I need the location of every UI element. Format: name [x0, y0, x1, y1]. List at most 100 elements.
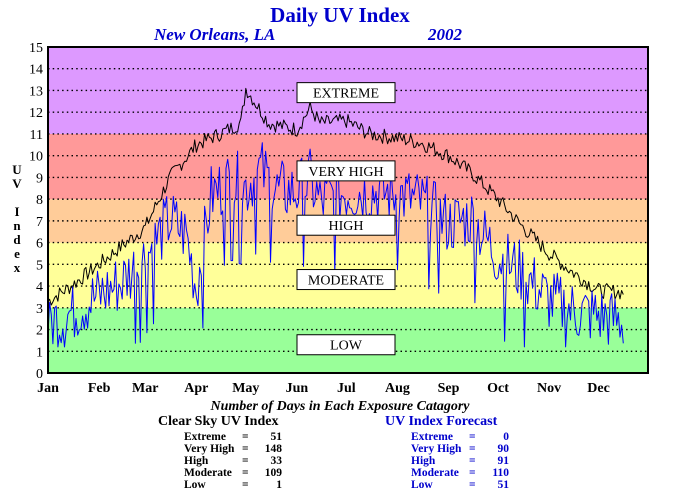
- chart-title: Daily UV Index: [270, 3, 410, 27]
- clear-sky-title: Clear Sky UV Index: [158, 414, 279, 429]
- x-tick-label: Sep: [438, 381, 460, 396]
- stats-equals: =: [242, 455, 249, 467]
- x-tick-label: Jul: [337, 381, 356, 396]
- stats-equals: =: [242, 443, 249, 455]
- band-label-box: [296, 214, 396, 236]
- stats-row: Very High = 148: [184, 443, 282, 455]
- y-tick-label: 12: [29, 106, 43, 121]
- stats-label: Moderate: [184, 467, 232, 479]
- y-axis-label-char: [10, 191, 24, 205]
- y-axis-label: U V I n d e x: [10, 163, 24, 275]
- y-tick-label: 15: [29, 41, 43, 56]
- y-axis-label-char: V: [12, 176, 22, 191]
- stats-row: Very High = 90: [411, 443, 509, 455]
- stats-equals: =: [242, 479, 249, 491]
- stats-value: 51: [270, 431, 283, 443]
- stats-label: Low: [411, 479, 433, 491]
- stats-row: Moderate = 109: [184, 467, 282, 479]
- band-label-moderate: MODERATE: [296, 269, 396, 291]
- band-label-text: EXTREME: [313, 87, 379, 102]
- stats-equals: =: [242, 467, 249, 479]
- stats-row: Low = 1: [184, 479, 282, 491]
- y-tick-label: 4: [36, 280, 43, 295]
- y-tick-label: 3: [36, 302, 43, 317]
- stats-value: 110: [492, 467, 509, 479]
- y-tick-label: 1: [36, 345, 43, 360]
- y-tick-label: 8: [36, 193, 43, 208]
- x-tick-label: Oct: [487, 381, 509, 396]
- x-tick-label: Nov: [537, 381, 561, 396]
- stats-equals: =: [469, 443, 476, 455]
- stats-value: 90: [497, 443, 510, 455]
- x-tick-label: Aug: [385, 381, 410, 396]
- x-tick-label: Apr: [184, 381, 208, 396]
- band-label-box: [296, 82, 396, 104]
- x-tick-label: Mar: [132, 381, 158, 396]
- stats-label: Extreme: [411, 431, 453, 443]
- stats-row: Low = 51: [411, 479, 509, 491]
- clear-sky-stats: Clear Sky UV Index Extreme = 51 Very High =…: [158, 414, 282, 491]
- stats-row: High = 91: [411, 455, 509, 467]
- stats-equals: =: [242, 431, 249, 443]
- forecast-title: UV Index Forecast: [385, 414, 498, 429]
- x-tick-label: Dec: [587, 381, 610, 396]
- y-tick-label: 2: [36, 324, 43, 339]
- y-axis-label-char: x: [13, 260, 21, 275]
- y-tick-label: 9: [36, 171, 43, 186]
- stats-label: Low: [184, 479, 206, 491]
- x-tick-label: May: [232, 381, 259, 396]
- y-axis-label-char: e: [14, 246, 20, 261]
- stats-value: 148: [264, 443, 282, 455]
- stats-row: High = 33: [184, 455, 282, 467]
- y-tick-label: 6: [36, 237, 43, 252]
- y-tick-label: 10: [29, 150, 43, 165]
- x-tick-label: Jun: [286, 381, 309, 396]
- stats-equals: =: [469, 455, 476, 467]
- clear-sky-table: Extreme = 51 Very High = 148 High = 33 Moderat…: [184, 431, 282, 491]
- stats-row: Extreme = 51: [184, 431, 282, 443]
- forecast-stats: UV Index Forecast Extreme = 0 Very High = 90…: [385, 414, 509, 491]
- stats-label: Extreme: [184, 431, 226, 443]
- stats-label: High: [184, 455, 209, 467]
- band-label-text: LOW: [330, 339, 363, 354]
- stats-value: 91: [497, 455, 510, 467]
- year-label: 2002: [428, 25, 462, 44]
- stats-value: 0: [503, 431, 509, 443]
- stats-equals: =: [469, 467, 476, 479]
- band-label-very-high: VERY HIGH: [296, 160, 396, 182]
- y-axis-label-char: n: [13, 218, 21, 233]
- x-tick-label: Feb: [88, 381, 111, 396]
- stats-label: Very High: [411, 443, 462, 455]
- y-tick-label: 0: [36, 367, 43, 382]
- band-label-text: MODERATE: [308, 274, 384, 289]
- stats-row: Moderate = 110: [411, 467, 509, 479]
- band-label-text: HIGH: [329, 219, 364, 234]
- stats-label: Very High: [184, 443, 235, 455]
- y-tick-label: 7: [36, 215, 43, 230]
- footer-title: Number of Days in Each Exposure Catagory: [210, 399, 470, 414]
- stats-value: 51: [497, 479, 510, 491]
- stats-equals: =: [469, 479, 476, 491]
- band-label-box: [296, 269, 396, 291]
- stats-value: 33: [270, 455, 283, 467]
- y-tick-label: 11: [30, 128, 43, 143]
- y-tick-label: 14: [29, 63, 43, 78]
- plot-frame: [47, 46, 649, 374]
- band-label-box: [296, 334, 396, 356]
- stats-label: Moderate: [411, 467, 459, 479]
- stats-equals: =: [469, 431, 476, 443]
- band-label-box: [296, 160, 396, 182]
- stats-value: 1: [276, 479, 282, 491]
- x-tick-labels: Jan Feb Mar Apr May Jun Jul Aug Sep Oct Nov Dec: [37, 381, 610, 396]
- y-tick-label: 5: [36, 258, 43, 273]
- y-axis-label-char: I: [14, 204, 20, 219]
- band-label-text: VERY HIGH: [308, 165, 383, 180]
- stats-row: Extreme = 0: [411, 431, 509, 443]
- y-axis-label-char: U: [12, 162, 22, 177]
- y-tick-label: 13: [29, 84, 43, 99]
- forecast-table: Extreme = 0 Very High = 90 High = 91 Moderate =…: [411, 431, 509, 491]
- location-label: New Orleans, LA: [154, 25, 276, 44]
- band-label-extreme: EXTREME: [296, 82, 396, 104]
